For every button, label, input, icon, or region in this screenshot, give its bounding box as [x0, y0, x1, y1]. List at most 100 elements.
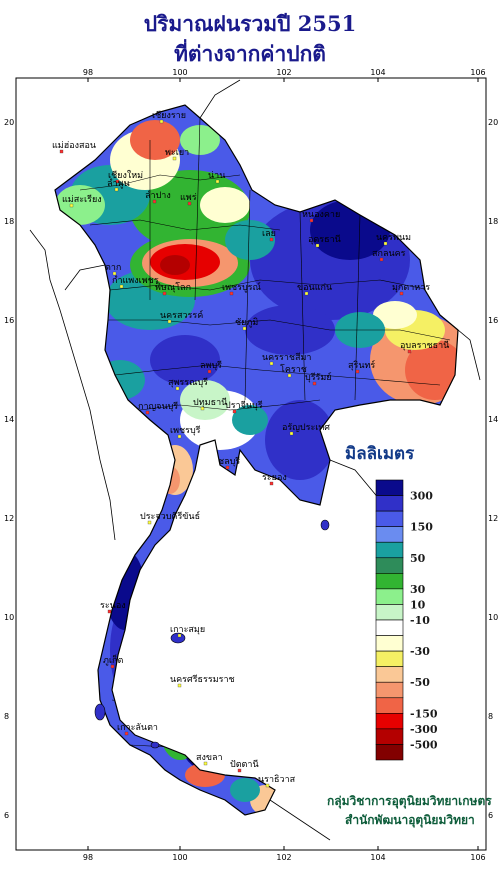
province-label: แม่ฮ่องสอน [52, 141, 96, 151]
legend-swatch [375, 744, 404, 761]
province-label: สุพรรณบุรี [168, 377, 208, 388]
legend-label: 10 [410, 598, 426, 611]
station-marker [152, 199, 157, 204]
credit-line-1: กลุ่มวิชาการอุตุนิยมวิทยาเกษตร [327, 794, 492, 808]
legend-swatch [375, 619, 404, 636]
station-marker [312, 381, 317, 386]
station-marker [59, 149, 64, 154]
station-marker [200, 406, 205, 411]
x-tick-label: 104 [370, 68, 385, 77]
province-label: เลย [262, 229, 276, 239]
station-marker [159, 119, 164, 124]
legend-colorbar [375, 479, 404, 761]
province-label: ชลบุรี [218, 456, 240, 467]
x-tick-label: 104 [370, 853, 385, 862]
station-marker [203, 761, 208, 766]
province-label: ตาก [105, 263, 121, 273]
province-label: โคราช [280, 364, 307, 375]
legend-swatch [375, 510, 404, 527]
station-marker [399, 291, 404, 296]
y-tick-label: 16 [4, 316, 14, 325]
legend-swatch [375, 697, 404, 714]
province-label: กาญจนบุรี [138, 401, 178, 412]
province-label: ปทุมธานี [193, 397, 227, 408]
station-marker [309, 218, 314, 223]
province-label: นครราชสีมา [262, 352, 311, 363]
station-marker [177, 434, 182, 439]
station-marker [114, 187, 119, 192]
station-marker [315, 243, 320, 248]
province-label: ชัยภูมิ [235, 317, 258, 328]
province-label: ประจวบคีรีขันธ์ [140, 510, 200, 522]
province-label: นราธิวาส [258, 774, 296, 785]
legend-label: 150 [410, 521, 433, 534]
legend-label: -500 [410, 738, 438, 751]
province-label: ระนอง [100, 601, 126, 611]
province-label: พิษณุโลก [155, 282, 191, 293]
station-marker [237, 768, 242, 773]
station-marker [110, 664, 115, 669]
province-label: นครพนม [376, 233, 411, 243]
station-marker [407, 349, 412, 354]
province-label: สกลนคร [372, 249, 406, 259]
station-marker [304, 291, 309, 296]
station-marker [215, 179, 220, 184]
station-marker [172, 156, 177, 161]
province-label: อรัญประเทศ [282, 423, 330, 433]
station-marker [167, 319, 172, 324]
y-tick-label: 20 [488, 118, 498, 127]
y-tick-label: 8 [4, 712, 9, 721]
y-tick-label: 16 [488, 316, 498, 325]
y-tick-label: 10 [488, 613, 498, 622]
map-subtitle: ที่ต่างจากค่าปกติ [174, 41, 326, 66]
station-marker [355, 369, 360, 374]
province-label: อุบลราชธานี [400, 340, 449, 351]
province-label: หนองคาย [302, 210, 340, 220]
legend-label: -300 [410, 723, 438, 736]
y-tick-label: 14 [4, 415, 14, 424]
station-marker [289, 431, 294, 436]
station-marker [177, 683, 182, 688]
x-tick-label: 100 [172, 853, 187, 862]
province-label: เพชรบูรณ์ [222, 281, 261, 293]
y-tick-label: 6 [4, 811, 9, 820]
legend-swatch [375, 713, 404, 730]
x-tick-label: 102 [276, 853, 291, 862]
legend-swatch [375, 728, 404, 745]
station-markers [59, 119, 412, 788]
legend-label: 50 [410, 552, 426, 565]
legend-title: มิลลิเมตร [345, 444, 415, 464]
x-tick-label: 98 [83, 68, 93, 77]
legend-swatch [375, 635, 404, 652]
map-title: ปริมาณฝนรวมปี 2551 [143, 11, 357, 36]
station-marker [119, 284, 124, 289]
province-label: น่าน [208, 171, 225, 181]
legend-label: -30 [410, 645, 430, 658]
province-label: ภูเก็ต [103, 653, 123, 666]
x-tick-label: 106 [470, 853, 485, 862]
province-label: บุรีรัมย์ [305, 371, 332, 383]
province-label: สงขลา [196, 753, 223, 763]
province-label: ลำพูน [107, 178, 130, 189]
legend-swatch [375, 479, 404, 496]
province-label: เชียงใหม่ [108, 170, 143, 181]
station-marker [112, 271, 117, 276]
tick-marks [87, 78, 479, 850]
y-tick-label: 20 [4, 118, 14, 127]
station-marker [269, 361, 274, 366]
x-tick-label: 100 [172, 68, 187, 77]
legend-swatch [375, 557, 404, 574]
legend-swatch [375, 541, 404, 559]
legend-swatch [375, 573, 404, 590]
legend-swatch [375, 588, 404, 605]
legend-swatch [375, 681, 404, 699]
station-marker [162, 291, 167, 296]
legend-label: -150 [410, 707, 438, 720]
station-marker [177, 633, 182, 638]
station-marker [124, 731, 129, 736]
y-tick-label: 18 [4, 217, 14, 226]
province-label: กำแพงเพชร [112, 275, 159, 286]
x-tick-label: 102 [276, 68, 291, 77]
credit-line-2: สำนักพัฒนาอุตุนิยมวิทยา [345, 813, 475, 827]
y-tick-label: 14 [488, 415, 498, 424]
